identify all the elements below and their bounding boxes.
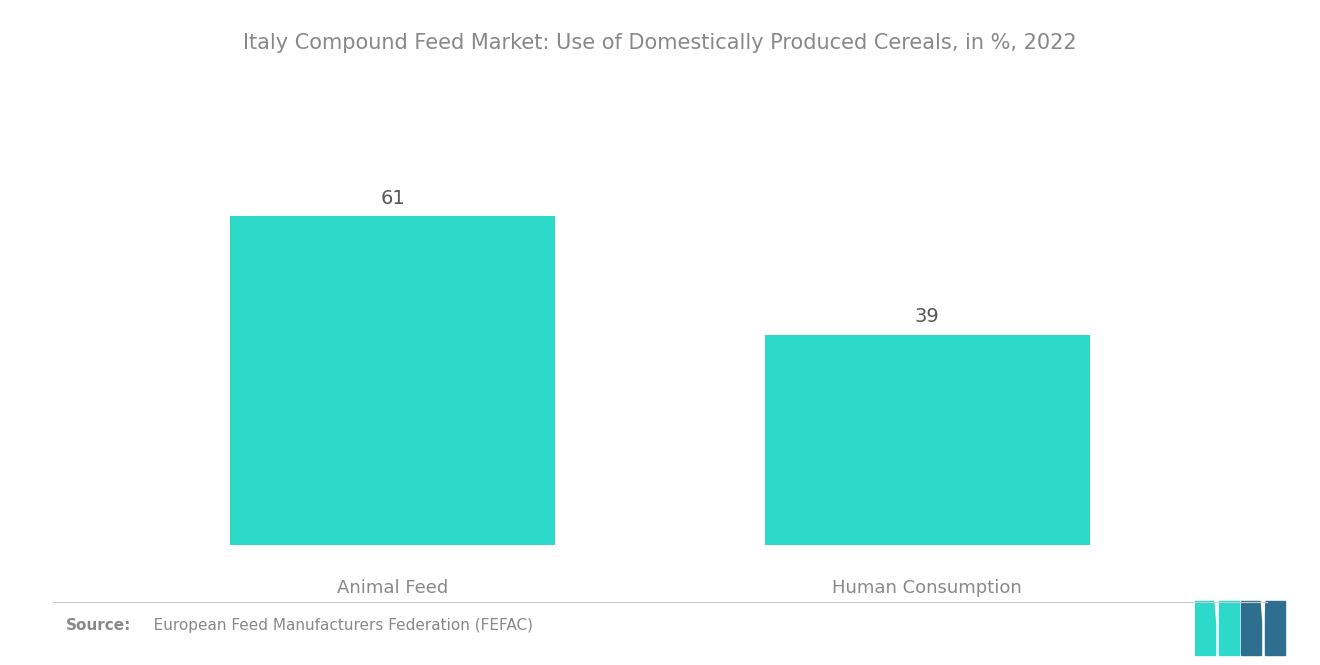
Bar <box>1218 601 1239 656</box>
Bar <box>1195 601 1214 656</box>
Text: 39: 39 <box>915 307 940 327</box>
Polygon shape <box>1261 598 1265 622</box>
Text: European Feed Manufacturers Federation (FEFAC): European Feed Manufacturers Federation (… <box>139 618 532 632</box>
Bar <box>230 215 556 545</box>
Text: 61: 61 <box>380 189 405 207</box>
Text: Human Consumption: Human Consumption <box>833 579 1022 597</box>
Polygon shape <box>1214 598 1218 622</box>
Text: Italy Compound Feed Market: Use of Domestically Produced Cereals, in %, 2022: Italy Compound Feed Market: Use of Domes… <box>243 33 1077 53</box>
Bar <box>1265 601 1286 656</box>
Bar <box>1241 601 1261 656</box>
Text: Animal Feed: Animal Feed <box>337 579 449 597</box>
Text: Source:: Source: <box>66 618 132 632</box>
Bar <box>764 334 1090 545</box>
